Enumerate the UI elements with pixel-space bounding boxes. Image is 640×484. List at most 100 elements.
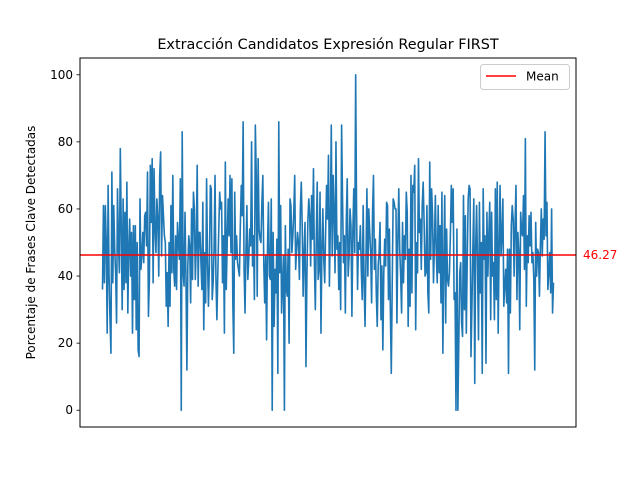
data-point (261, 202, 262, 203)
data-point (146, 245, 147, 246)
data-point (408, 326, 409, 327)
data-point (251, 141, 252, 142)
data-point (327, 218, 328, 219)
data-point (491, 212, 492, 213)
data-point (117, 188, 118, 189)
data-point (424, 222, 425, 223)
data-point (525, 138, 526, 139)
data-point (420, 218, 421, 219)
data-point (244, 312, 245, 313)
data-point (472, 249, 473, 250)
data-point (376, 292, 377, 293)
data-point (449, 272, 450, 273)
data-point (483, 188, 484, 189)
data-point (286, 289, 287, 290)
data-point (224, 332, 225, 333)
data-point (328, 155, 329, 156)
data-point (509, 249, 510, 250)
data-point (180, 178, 181, 179)
data-point (249, 228, 250, 229)
data-point (451, 185, 452, 186)
data-point (118, 242, 119, 243)
data-point (439, 272, 440, 273)
data-point (243, 269, 244, 270)
data-point (108, 275, 109, 276)
data-point (321, 249, 322, 250)
data-point (407, 212, 408, 213)
data-point (365, 259, 366, 260)
data-point (411, 292, 412, 293)
data-point (287, 296, 288, 297)
data-point (479, 202, 480, 203)
data-point (339, 242, 340, 243)
data-point (284, 410, 285, 411)
data-point (387, 205, 388, 206)
data-point (417, 272, 418, 273)
data-point (298, 242, 299, 243)
data-point (547, 289, 548, 290)
data-point (213, 249, 214, 250)
data-point (506, 302, 507, 303)
data-point (136, 329, 137, 330)
data-point (379, 252, 380, 253)
data-point (201, 289, 202, 290)
data-point (310, 265, 311, 266)
data-point (242, 215, 243, 216)
data-point (507, 249, 508, 250)
data-point (429, 161, 430, 162)
data-point (126, 182, 127, 183)
data-point (219, 192, 220, 193)
data-point (463, 195, 464, 196)
data-point (216, 319, 217, 320)
y-tick-label: 20 (58, 336, 73, 350)
data-point (465, 215, 466, 216)
data-point (106, 242, 107, 243)
data-point (271, 198, 272, 199)
data-point (211, 188, 212, 189)
data-point (368, 208, 369, 209)
data-point (455, 410, 456, 411)
data-point (129, 218, 130, 219)
data-point (229, 175, 230, 176)
data-point (151, 222, 152, 223)
data-point (485, 363, 486, 364)
data-point (153, 168, 154, 169)
data-point (508, 373, 509, 374)
data-point (548, 272, 549, 273)
data-point (549, 252, 550, 253)
data-point (498, 332, 499, 333)
data-point (461, 322, 462, 323)
data-point (489, 202, 490, 203)
data-point (539, 296, 540, 297)
legend: Mean (480, 64, 570, 90)
data-point (296, 249, 297, 250)
data-point (318, 269, 319, 270)
data-point (496, 299, 497, 300)
data-point (392, 282, 393, 283)
data-point (532, 252, 533, 253)
data-point (104, 282, 105, 283)
data-point (299, 279, 300, 280)
data-point (345, 312, 346, 313)
data-point (453, 188, 454, 189)
data-point (413, 192, 414, 193)
data-point (441, 192, 442, 193)
data-point (375, 239, 376, 240)
data-point (203, 329, 204, 330)
y-axis: 0 20 40 60 80 100 (50, 68, 80, 417)
data-point (212, 299, 213, 300)
data-point (288, 249, 289, 250)
data-point (135, 225, 136, 226)
data-point (346, 222, 347, 223)
data-point (484, 259, 485, 260)
data-point (551, 208, 552, 209)
data-point (474, 383, 475, 384)
data-point (223, 235, 224, 236)
series-layer (101, 73, 555, 412)
data-point (218, 228, 219, 229)
data-point (237, 262, 238, 263)
data-point (316, 239, 317, 240)
data-point (380, 319, 381, 320)
data-point (254, 299, 255, 300)
data-point (349, 208, 350, 209)
